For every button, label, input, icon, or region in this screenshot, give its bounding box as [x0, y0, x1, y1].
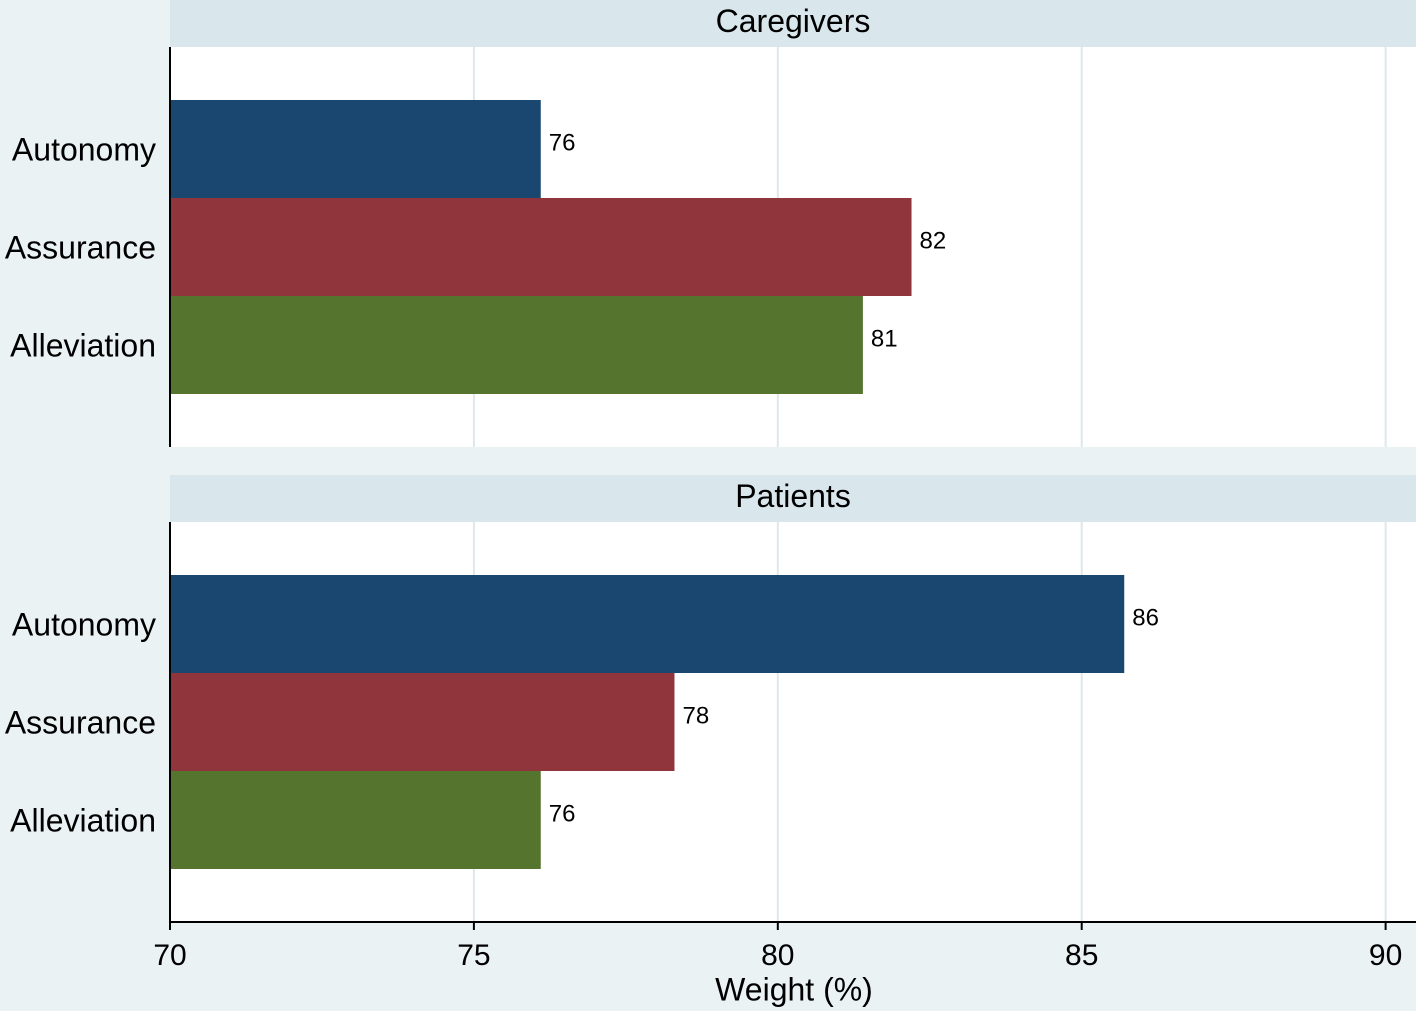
category-label: Autonomy: [12, 606, 156, 642]
category-label: Alleviation: [10, 327, 156, 363]
x-tick-label: 85: [1065, 939, 1098, 972]
bar: [170, 100, 541, 198]
x-tick-label: 70: [153, 939, 186, 972]
value-label: 82: [920, 227, 947, 254]
bar: [170, 673, 675, 771]
x-tick-label: 80: [761, 939, 794, 972]
category-label: Assurance: [5, 704, 156, 740]
category-label: Autonomy: [12, 131, 156, 167]
panel-header: [170, 475, 1416, 522]
value-label: 76: [549, 800, 576, 827]
x-tick-label: 75: [457, 939, 490, 972]
x-tick-label: 90: [1369, 939, 1402, 972]
bar: [170, 771, 541, 869]
x-axis-title: Weight (%): [715, 971, 873, 1007]
value-label: 78: [682, 702, 709, 729]
value-label: 81: [871, 325, 898, 352]
category-label: Alleviation: [10, 802, 156, 838]
panel-title: Caregivers: [716, 3, 871, 39]
category-label: Assurance: [5, 229, 156, 265]
bar: [170, 198, 912, 296]
panel-header: [170, 0, 1416, 47]
value-label: 76: [549, 129, 576, 156]
bar: [170, 575, 1125, 673]
value-label: 86: [1132, 604, 1159, 631]
panel-title: Patients: [735, 478, 851, 514]
bar: [170, 296, 863, 394]
